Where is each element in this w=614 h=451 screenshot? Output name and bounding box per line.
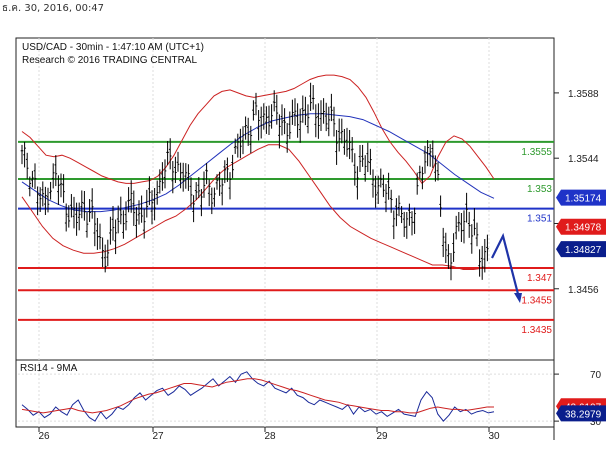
- level-label-1.3455: 1.3455: [521, 295, 552, 306]
- forecast-arrow-line: [491, 232, 520, 295]
- rsi-y-axis-ticks: 70 30: [554, 370, 602, 428]
- rsi-y-tick-label: 70: [590, 370, 602, 381]
- price-tag-ma-label: 1.35174: [565, 194, 602, 205]
- y-tick-label: 1.3544: [568, 154, 599, 165]
- level-label-1.3435: 1.3435: [521, 325, 552, 336]
- price-tag-current-bg: [556, 241, 606, 258]
- x-tick-label: 27: [152, 431, 164, 442]
- chart-frame: [15, 37, 555, 440]
- rsi-tag-value: 38.2979: [556, 405, 606, 422]
- bollinger-upper-line: [21, 74, 495, 185]
- price-tag-band: 1.34978: [556, 218, 606, 235]
- x-tick-label: 28: [264, 431, 276, 442]
- level-label-1.351: 1.351: [527, 214, 552, 225]
- rsi-panel: [18, 371, 554, 422]
- rsi-tag-value-label: 38.2979: [565, 409, 602, 420]
- y-tick-label: 1.3588: [568, 89, 599, 100]
- price-bars: [20, 82, 489, 281]
- x-tick-label: 30: [488, 431, 500, 442]
- level-label-1.3555: 1.3555: [521, 147, 552, 158]
- bollinger-lower-line: [21, 144, 494, 270]
- moving-average-line: [21, 113, 495, 213]
- level-label-1.347: 1.347: [527, 273, 552, 284]
- price-tag-band-label: 1.34978: [565, 223, 602, 234]
- research-credit: Research © 2016 TRADING CENTRAL: [22, 55, 197, 66]
- price-tag-current-label: 1.34827: [565, 245, 602, 256]
- x-gridlines: [38, 38, 490, 427]
- chart-title: USD/CAD - 30min - 1:47:10 AM (UTC+1): [22, 42, 204, 53]
- forecast-arrow-head: [514, 293, 522, 303]
- datestamp: ธ.ค. 30, 2016, 00:47: [2, 3, 105, 14]
- y-tick-label: 1.3456: [568, 285, 599, 296]
- forecast-arrow: [491, 232, 522, 303]
- price-tag-ma-bg: [556, 189, 606, 206]
- x-tick-label: 26: [38, 431, 50, 442]
- x-axis-ticks: 26 27 28 29 30: [38, 427, 500, 442]
- rsi-y-tick-label: 30: [590, 417, 602, 428]
- key-levels: 1.3555 1.353 1.351 1.347 1.3455 1.3435: [18, 140, 554, 336]
- level-label-1.353: 1.353: [527, 184, 552, 195]
- x-tick-label: 29: [376, 431, 388, 442]
- price-tag-current: 1.34827: [556, 241, 606, 258]
- rsi-title: RSI14 - 9MA: [20, 363, 78, 374]
- moving-average: [21, 113, 495, 213]
- rsi-tag-value-bg: [556, 405, 606, 422]
- price-tag-band-bg: [556, 218, 606, 235]
- rsi-ma-line: [21, 378, 494, 414]
- bollinger-bands: [21, 74, 495, 270]
- price-tag-ma: 1.35174: [556, 189, 606, 206]
